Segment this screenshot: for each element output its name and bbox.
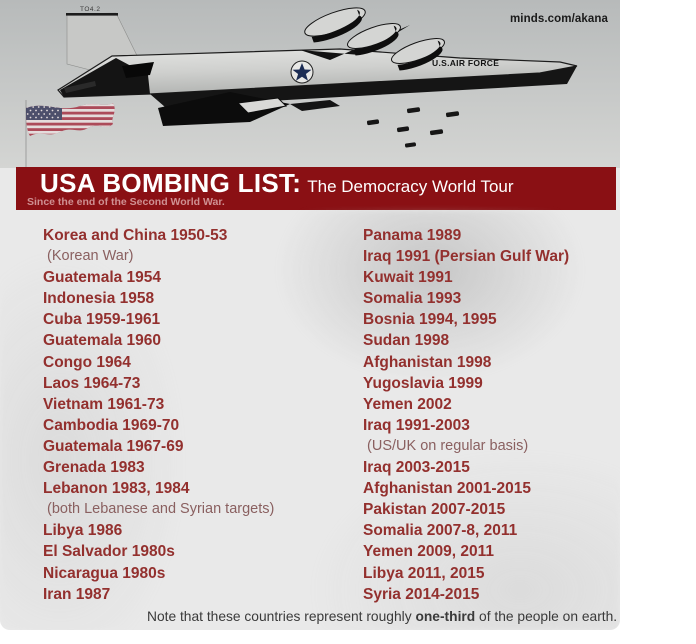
svg-text:TO4.2: TO4.2 — [80, 6, 100, 13]
svg-text:U.S.AIR FORCE: U.S.AIR FORCE — [432, 58, 499, 68]
